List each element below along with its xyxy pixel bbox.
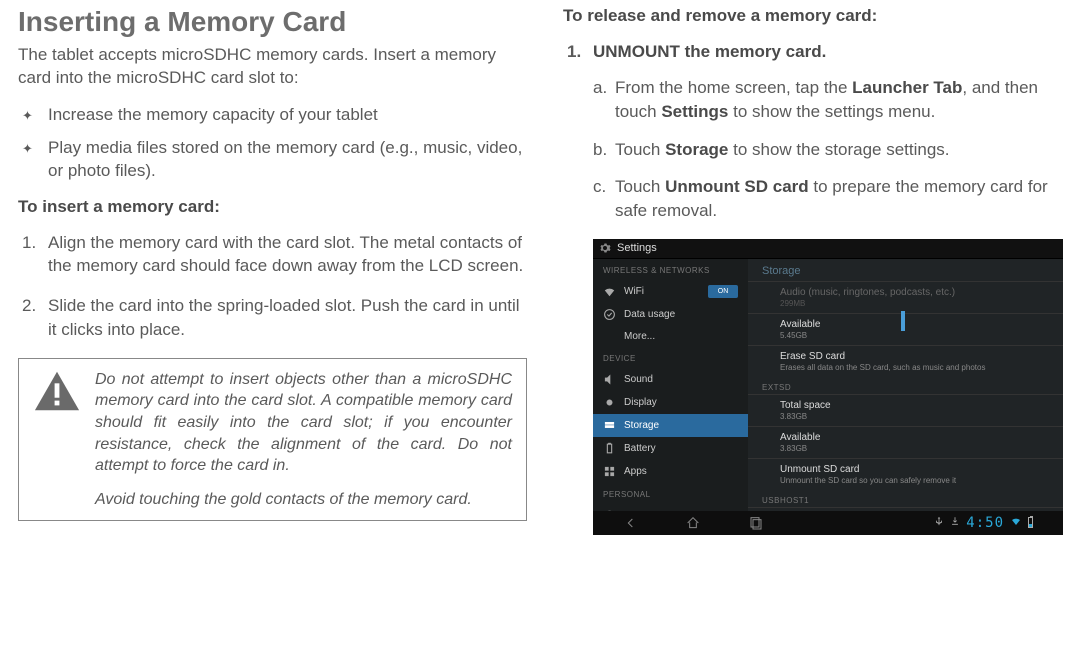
recent-icon[interactable] (747, 515, 763, 531)
sidebar-item-display[interactable]: Display (593, 391, 748, 414)
sidebar-item-sound[interactable]: Sound (593, 368, 748, 391)
data-icon (603, 308, 616, 321)
wifi-signal-icon (1010, 515, 1022, 530)
panel-section: USBHOST1 (748, 490, 1063, 507)
scrollbar[interactable] (901, 311, 905, 331)
step-title: UNMOUNT the memory card. (593, 42, 826, 61)
main-panel: Storage Audio (music, ringtones, podcast… (748, 259, 1063, 511)
row-sub: 3.83GB (780, 412, 1049, 421)
release-steps: 1. UNMOUNT the memory card. a. From the … (563, 42, 1072, 223)
titlebar: Settings (593, 239, 1063, 259)
row-title: Audio (music, ringtones, podcasts, etc.) (780, 287, 1049, 298)
storage-row[interactable]: Available 3.83GB (748, 426, 1063, 458)
panel-section: EXTSD (748, 377, 1063, 394)
list-item: Increase the memory capacity of your tab… (18, 104, 527, 127)
panel-heading: Storage (748, 259, 1063, 281)
sub-letter: b. (593, 138, 607, 162)
insert-steps: Align the memory card with the card slot… (18, 231, 527, 342)
body-text: to show the storage settings. (728, 140, 949, 159)
body-text: to show the settings menu. (728, 102, 935, 121)
apps-icon (603, 465, 616, 478)
body-text: From the home screen, tap the (615, 78, 852, 97)
sidebar-item-accounts[interactable]: Accounts & sync (593, 504, 748, 511)
sidebar-item-label: Display (624, 397, 657, 408)
sidebar-item-label: Data usage (624, 309, 675, 320)
sidebar-item-label: Storage (624, 420, 659, 431)
bold-text: Launcher Tab (852, 78, 962, 97)
list-item: b. Touch Storage to show the storage set… (593, 138, 1072, 162)
sub-letter: c. (593, 175, 606, 199)
row-sub: 5.45GB (780, 331, 1049, 340)
sidebar-item-storage[interactable]: Storage (593, 414, 748, 437)
row-title: Available (780, 432, 1049, 443)
bold-text: Settings (661, 102, 728, 121)
row-sub: Erases all data on the SD card, such as … (780, 363, 1049, 372)
back-icon[interactable] (623, 515, 639, 531)
sidebar-item-label: More... (624, 331, 655, 342)
storage-row[interactable]: Available 5.45GB (748, 313, 1063, 345)
insert-heading: To insert a memory card: (18, 197, 527, 217)
step-number: 1. (567, 42, 581, 62)
row-title: Total space (780, 400, 1049, 411)
release-heading: To release and remove a memory card: (563, 6, 1072, 26)
list-item: Play media files stored on the memory ca… (18, 137, 527, 183)
body-text: Touch (615, 140, 665, 159)
settings-icon (599, 242, 611, 254)
warning-text-1: Do not attempt to insert objects other t… (95, 369, 512, 477)
home-icon[interactable] (685, 515, 701, 531)
row-sub: 299MB (780, 299, 1049, 308)
row-sub: 3.83GB (780, 444, 1049, 453)
sidebar-item-data[interactable]: Data usage (593, 303, 748, 326)
titlebar-label: Settings (617, 242, 657, 254)
android-settings-screenshot: Settings WIRELESS & NETWORKS WiFi ON Dat… (593, 239, 1063, 535)
display-icon (603, 396, 616, 409)
row-title: Erase SD card (780, 351, 1049, 362)
sub-letter: a. (593, 76, 607, 100)
intro-text: The tablet accepts microSDHC memory card… (18, 44, 527, 90)
warning-box: Do not attempt to insert objects other t… (18, 358, 527, 522)
storage-icon (603, 419, 616, 432)
sidebar-item-label: Apps (624, 466, 647, 477)
navbar: 4:50 (593, 511, 1063, 535)
sidebar-item-battery[interactable]: Battery (593, 437, 748, 460)
list-item: c. Touch Unmount SD card to prepare the … (593, 175, 1072, 223)
row-sub: Unmount the SD card so you can safely re… (780, 476, 1049, 485)
download-icon (950, 514, 960, 531)
body-text: Touch (615, 177, 665, 196)
sidebar-section: DEVICE (593, 347, 748, 368)
warning-icon (33, 369, 81, 511)
storage-row-erase[interactable]: Erase SD card Erases all data on the SD … (748, 345, 1063, 377)
sidebar-item-label: WiFi (624, 286, 644, 297)
bold-text: Unmount SD card (665, 177, 809, 196)
list-item: Align the memory card with the card slot… (18, 231, 527, 279)
storage-row[interactable]: Audio (music, ringtones, podcasts, etc.)… (748, 281, 1063, 313)
benefits-list: Increase the memory capacity of your tab… (18, 104, 527, 183)
sidebar-item-label: Sound (624, 374, 653, 385)
storage-row[interactable]: Total space 3.83GB (748, 394, 1063, 426)
warning-text-2: Avoid touching the gold contacts of the … (95, 489, 512, 511)
row-title: Available (780, 319, 1049, 330)
sidebar: WIRELESS & NETWORKS WiFi ON Data usage M… (593, 259, 748, 511)
storage-row-unmount[interactable]: Unmount SD card Unmount the SD card so y… (748, 458, 1063, 490)
list-item: Slide the card into the spring-loaded sl… (18, 294, 527, 342)
list-item: a. From the home screen, tap the Launche… (593, 76, 1072, 124)
sidebar-item-label: Battery (624, 443, 656, 454)
sidebar-item-apps[interactable]: Apps (593, 460, 748, 483)
sidebar-section: PERSONAL (593, 483, 748, 504)
wifi-icon (603, 285, 616, 298)
page-title: Inserting a Memory Card (18, 6, 527, 38)
sidebar-section: WIRELESS & NETWORKS (593, 259, 748, 280)
bold-text: Storage (665, 140, 728, 159)
sidebar-item-more[interactable]: More... (593, 326, 748, 347)
row-title: Unmount SD card (780, 464, 1049, 475)
battery-icon (1028, 517, 1033, 528)
list-item: 1. UNMOUNT the memory card. a. From the … (563, 42, 1072, 223)
sidebar-item-wifi[interactable]: WiFi ON (593, 280, 748, 303)
usb-icon (934, 514, 944, 531)
wifi-toggle[interactable]: ON (708, 285, 738, 298)
sound-icon (603, 373, 616, 386)
clock: 4:50 (966, 515, 1004, 531)
battery-icon (603, 442, 616, 455)
